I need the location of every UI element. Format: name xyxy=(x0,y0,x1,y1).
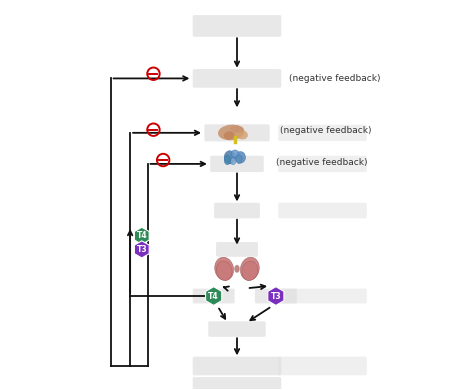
FancyBboxPatch shape xyxy=(193,377,281,390)
FancyBboxPatch shape xyxy=(214,203,260,218)
FancyBboxPatch shape xyxy=(278,357,367,375)
FancyBboxPatch shape xyxy=(278,203,367,218)
Polygon shape xyxy=(268,287,284,305)
Ellipse shape xyxy=(224,151,235,164)
Ellipse shape xyxy=(215,257,234,280)
Ellipse shape xyxy=(230,158,236,165)
Text: (negative feedback): (negative feedback) xyxy=(290,74,381,83)
Polygon shape xyxy=(206,287,222,305)
Text: T3: T3 xyxy=(137,245,147,254)
FancyBboxPatch shape xyxy=(278,125,367,141)
FancyBboxPatch shape xyxy=(193,289,235,303)
FancyBboxPatch shape xyxy=(193,15,281,37)
FancyBboxPatch shape xyxy=(208,321,266,337)
FancyBboxPatch shape xyxy=(216,242,258,257)
Ellipse shape xyxy=(224,131,235,140)
FancyBboxPatch shape xyxy=(255,289,297,303)
FancyBboxPatch shape xyxy=(210,156,264,172)
Ellipse shape xyxy=(231,150,239,158)
Ellipse shape xyxy=(230,126,244,133)
Ellipse shape xyxy=(242,261,258,280)
FancyBboxPatch shape xyxy=(278,289,367,303)
Text: T4: T4 xyxy=(137,231,147,240)
Ellipse shape xyxy=(216,261,232,280)
Ellipse shape xyxy=(218,125,245,140)
Ellipse shape xyxy=(236,130,248,140)
Ellipse shape xyxy=(234,265,240,273)
FancyBboxPatch shape xyxy=(278,156,367,172)
Ellipse shape xyxy=(240,257,259,280)
Ellipse shape xyxy=(236,155,242,163)
FancyBboxPatch shape xyxy=(193,69,281,88)
Ellipse shape xyxy=(236,151,246,163)
Text: T4: T4 xyxy=(209,292,219,301)
FancyBboxPatch shape xyxy=(193,357,281,375)
Text: (negative feedback): (negative feedback) xyxy=(276,158,367,167)
Polygon shape xyxy=(135,241,149,258)
Ellipse shape xyxy=(224,155,230,165)
FancyBboxPatch shape xyxy=(204,124,270,141)
Text: T3: T3 xyxy=(271,292,281,301)
Text: (negative feedback): (negative feedback) xyxy=(280,126,371,135)
Polygon shape xyxy=(135,227,149,245)
